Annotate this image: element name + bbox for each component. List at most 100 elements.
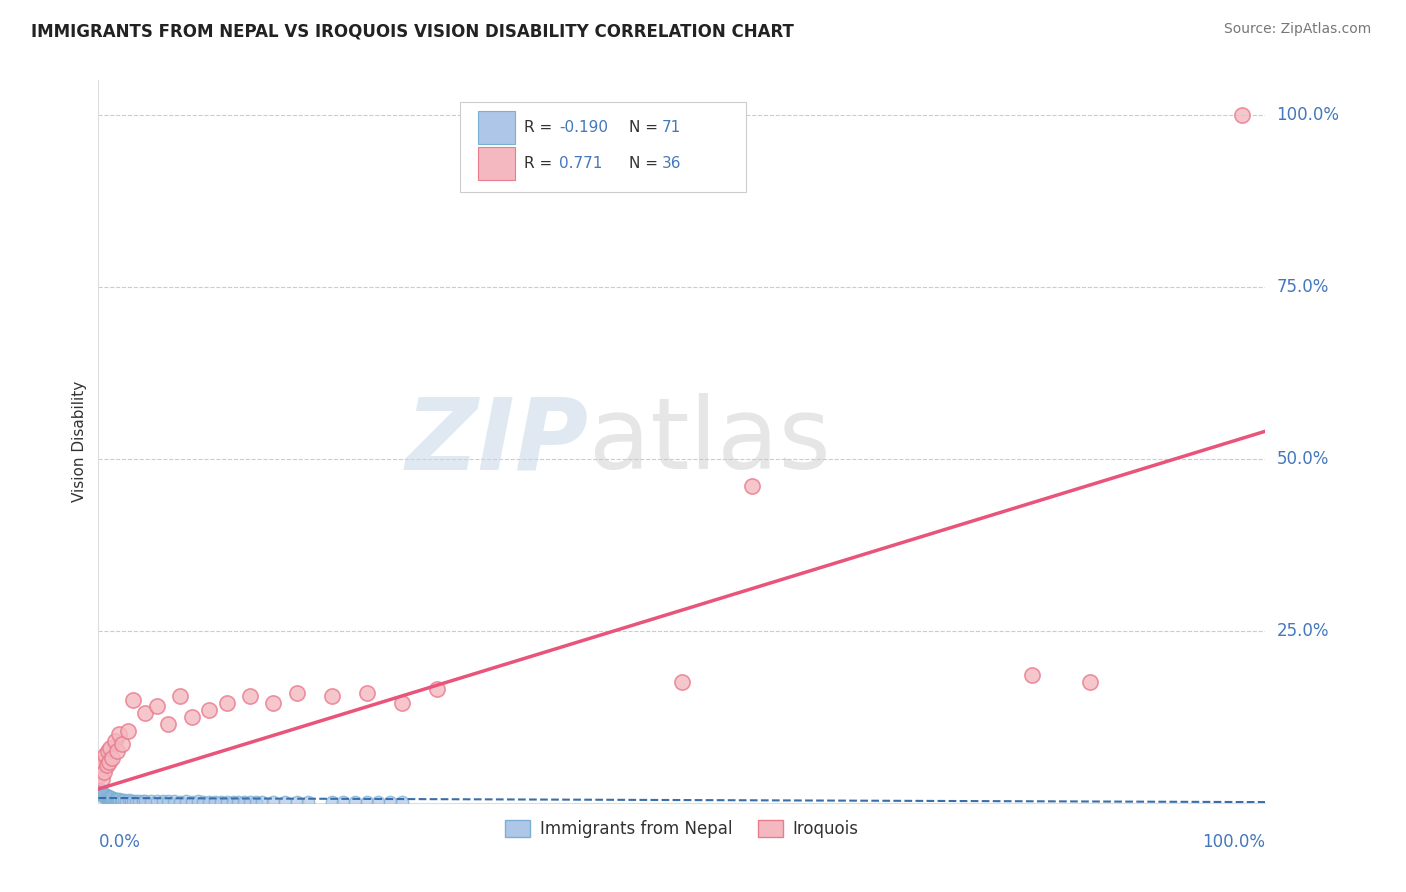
Point — [90, 788, 112, 802]
Point — [356, 686, 378, 700]
Point — [367, 795, 389, 809]
Point — [1080, 675, 1102, 690]
Point — [90, 785, 112, 799]
Point — [239, 689, 262, 703]
Point — [98, 740, 121, 755]
Y-axis label: Vision Disability: Vision Disability — [72, 381, 87, 502]
Point — [209, 795, 232, 809]
Point — [233, 795, 256, 809]
Point — [93, 787, 115, 801]
Point — [115, 794, 138, 808]
Point — [134, 794, 156, 808]
Point — [97, 791, 120, 805]
Point — [97, 789, 120, 804]
Point — [112, 793, 135, 807]
Text: 100.0%: 100.0% — [1202, 833, 1265, 851]
Point — [1230, 108, 1253, 122]
Point — [250, 795, 273, 809]
Point — [215, 696, 238, 710]
Point — [321, 689, 343, 703]
Point — [221, 795, 243, 809]
Point — [245, 795, 267, 809]
Point — [146, 699, 169, 714]
Point — [90, 772, 112, 786]
Point — [101, 791, 124, 805]
Text: R =: R = — [524, 120, 558, 135]
Point — [100, 790, 122, 805]
Point — [391, 696, 413, 710]
Point — [122, 692, 145, 706]
Point — [163, 794, 186, 808]
Point — [98, 791, 121, 805]
Text: ZIP: ZIP — [405, 393, 589, 490]
Point — [132, 794, 155, 808]
Point — [157, 716, 180, 731]
Point — [125, 794, 148, 808]
Point — [187, 794, 209, 808]
Point — [297, 795, 319, 809]
Point — [180, 710, 202, 724]
Point — [356, 795, 378, 809]
Point — [117, 723, 139, 738]
Point — [93, 764, 115, 779]
Point — [174, 794, 197, 808]
Point — [96, 758, 118, 772]
Point — [380, 795, 402, 809]
Point — [741, 479, 763, 493]
Point — [152, 794, 174, 808]
Point — [94, 788, 117, 802]
Point — [90, 783, 112, 797]
Point — [111, 793, 134, 807]
Point — [193, 795, 215, 809]
Point — [285, 795, 308, 809]
Point — [146, 794, 169, 808]
FancyBboxPatch shape — [478, 111, 515, 144]
Point — [332, 795, 354, 809]
Point — [128, 794, 150, 808]
Point — [321, 795, 343, 809]
Text: Source: ZipAtlas.com: Source: ZipAtlas.com — [1223, 22, 1371, 37]
Text: N =: N = — [630, 156, 664, 171]
Text: R =: R = — [524, 156, 558, 171]
Point — [139, 794, 162, 808]
Legend: Immigrants from Nepal, Iroquois: Immigrants from Nepal, Iroquois — [499, 814, 865, 845]
Point — [107, 793, 129, 807]
Point — [89, 768, 111, 782]
Point — [101, 751, 124, 765]
Text: 50.0%: 50.0% — [1277, 450, 1329, 467]
Point — [671, 675, 693, 690]
Point — [198, 703, 221, 717]
Point — [100, 792, 122, 806]
Point — [104, 734, 127, 748]
Point — [104, 791, 127, 805]
Point — [426, 682, 449, 697]
Point — [169, 689, 191, 703]
Point — [96, 791, 118, 805]
Point — [204, 795, 226, 809]
Point — [97, 791, 120, 805]
Point — [105, 744, 128, 758]
Point — [103, 792, 125, 806]
Point — [104, 792, 127, 806]
Point — [134, 706, 156, 721]
Text: 36: 36 — [662, 156, 682, 171]
Point — [108, 727, 131, 741]
Point — [274, 795, 297, 809]
Point — [344, 795, 367, 809]
Point — [118, 793, 141, 807]
Point — [89, 782, 111, 797]
Point — [96, 789, 118, 803]
Text: 0.771: 0.771 — [560, 156, 603, 171]
Text: 0.0%: 0.0% — [98, 833, 141, 851]
Point — [111, 737, 134, 751]
Point — [198, 795, 221, 809]
Point — [90, 761, 112, 775]
Point — [239, 795, 262, 809]
FancyBboxPatch shape — [478, 147, 515, 180]
Point — [215, 795, 238, 809]
FancyBboxPatch shape — [460, 102, 747, 193]
Point — [122, 794, 145, 808]
Text: N =: N = — [630, 120, 664, 135]
Point — [110, 793, 132, 807]
Point — [391, 795, 413, 809]
